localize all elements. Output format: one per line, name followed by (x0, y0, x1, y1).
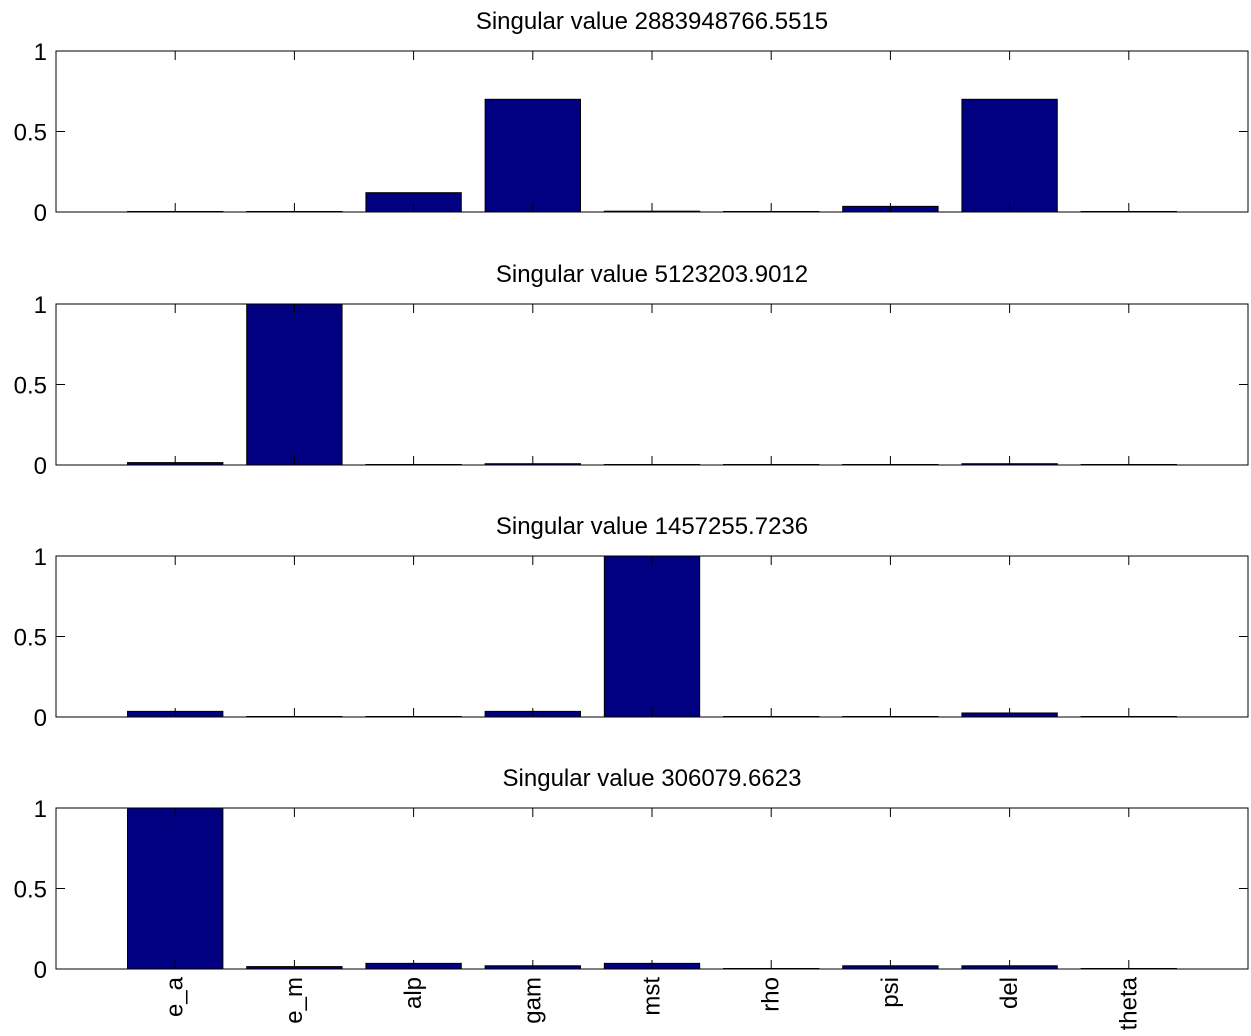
xtick-label-e_a: e_a (162, 976, 189, 1017)
ytick-label: 1 (34, 292, 47, 319)
ytick-label: 1 (34, 39, 47, 66)
bar-gam (484, 98, 581, 213)
subplot-4: Singular value 306079.6623 0 0.5 1 e_a e_m alp… (14, 765, 1249, 1030)
subplot-2: Singular value 5123203.9012 0 0.5 1 (14, 261, 1249, 480)
subplot-title: Singular value 5123203.9012 (496, 261, 808, 288)
subplot-title: Singular value 1457255.7236 (496, 513, 808, 540)
subplot-title: Singular value 306079.6623 (503, 765, 802, 792)
axes-box (55, 50, 1249, 213)
bar-del (961, 98, 1058, 213)
xtick-label-gam: gam (519, 977, 546, 1024)
bar-e_a (127, 807, 224, 970)
subplot-1: Singular value 2883948766.5515 0 0.5 1 (14, 8, 1249, 227)
bar-e_m (246, 303, 343, 466)
xtick-label-alp: alp (400, 977, 427, 1009)
subplot-title: Singular value 2883948766.5515 (476, 8, 828, 35)
ytick-label: 0 (34, 957, 47, 984)
ytick-label: 0.5 (14, 625, 47, 652)
ytick-label: 0.5 (14, 373, 47, 400)
xtick-label-del: del (996, 977, 1023, 1009)
ytick-label: 1 (34, 796, 47, 823)
xtick-label-mst: mst (639, 977, 666, 1016)
xtick-label-psi: psi (877, 977, 904, 1008)
ytick-label: 0 (34, 453, 47, 480)
ytick-label: 1 (34, 544, 47, 571)
xtick-label-theta: theta (1115, 976, 1142, 1030)
bar-mst (603, 555, 701, 718)
ytick-label: 0 (34, 200, 47, 227)
axes-box (55, 303, 1249, 466)
subplot-3: Singular value 1457255.7236 0 0.5 1 (14, 513, 1249, 732)
axes-box (55, 807, 1249, 970)
xtick-label-e_m: e_m (281, 977, 308, 1024)
ytick-label: 0.5 (14, 120, 47, 147)
xtick-label-rho: rho (758, 977, 785, 1012)
ytick-label: 0.5 (14, 877, 47, 904)
ytick-label: 0 (34, 705, 47, 732)
